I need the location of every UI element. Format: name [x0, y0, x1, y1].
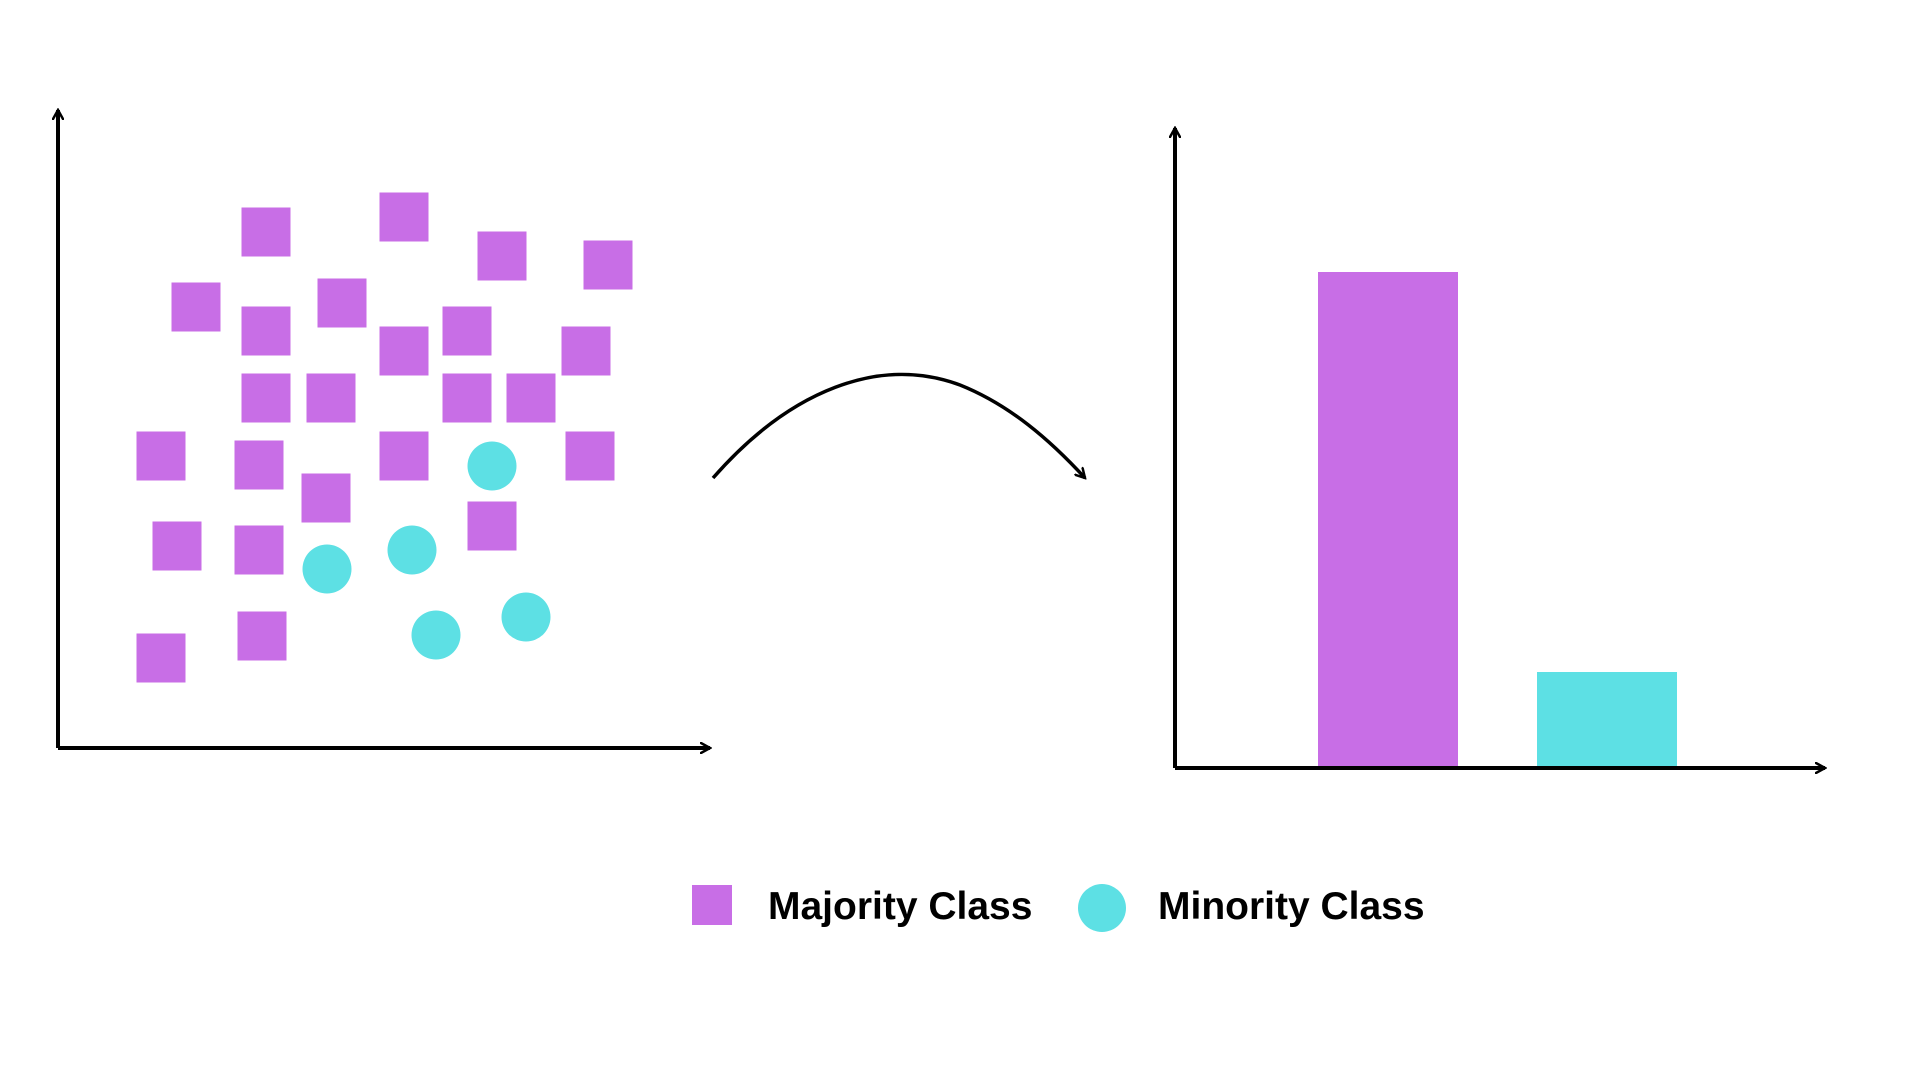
majority-point	[171, 282, 221, 332]
majority-point	[379, 192, 429, 242]
majority-point	[467, 501, 517, 551]
majority-point	[234, 440, 284, 490]
minority-point	[302, 544, 352, 594]
majority-point	[561, 326, 611, 376]
legend-minority-label: Minority Class	[1158, 885, 1425, 928]
transition-arrow	[711, 372, 1085, 478]
majority-point	[241, 373, 291, 423]
bar-minority-class	[1537, 672, 1677, 768]
legend-majority-label: Majority Class	[768, 885, 1032, 928]
legend: Majority Class Minority Class	[692, 884, 1425, 932]
majority-point	[477, 231, 527, 281]
majority-point	[136, 633, 186, 683]
minority-point	[387, 525, 437, 575]
minority-point	[501, 592, 551, 642]
legend-majority-swatch	[692, 885, 732, 925]
majority-point	[565, 431, 615, 481]
scatter-panel	[58, 110, 710, 748]
majority-point	[379, 326, 429, 376]
majority-point	[152, 521, 202, 571]
scatter-points	[136, 192, 633, 683]
majority-point	[317, 278, 367, 328]
minority-point	[411, 610, 461, 660]
majority-point	[241, 306, 291, 356]
majority-point	[237, 611, 287, 661]
minority-point	[467, 441, 517, 491]
majority-point	[442, 373, 492, 423]
legend-minority-swatch	[1078, 884, 1126, 932]
bar-series	[1318, 272, 1677, 768]
majority-point	[241, 207, 291, 257]
bar-chart-panel	[1175, 128, 1825, 768]
majority-point	[136, 431, 186, 481]
majority-point	[234, 525, 284, 575]
majority-point	[583, 240, 633, 290]
majority-point	[306, 373, 356, 423]
majority-point	[379, 431, 429, 481]
majority-point	[301, 473, 351, 523]
majority-point	[442, 306, 492, 356]
bar-majority-class	[1318, 272, 1458, 768]
majority-point	[506, 373, 556, 423]
